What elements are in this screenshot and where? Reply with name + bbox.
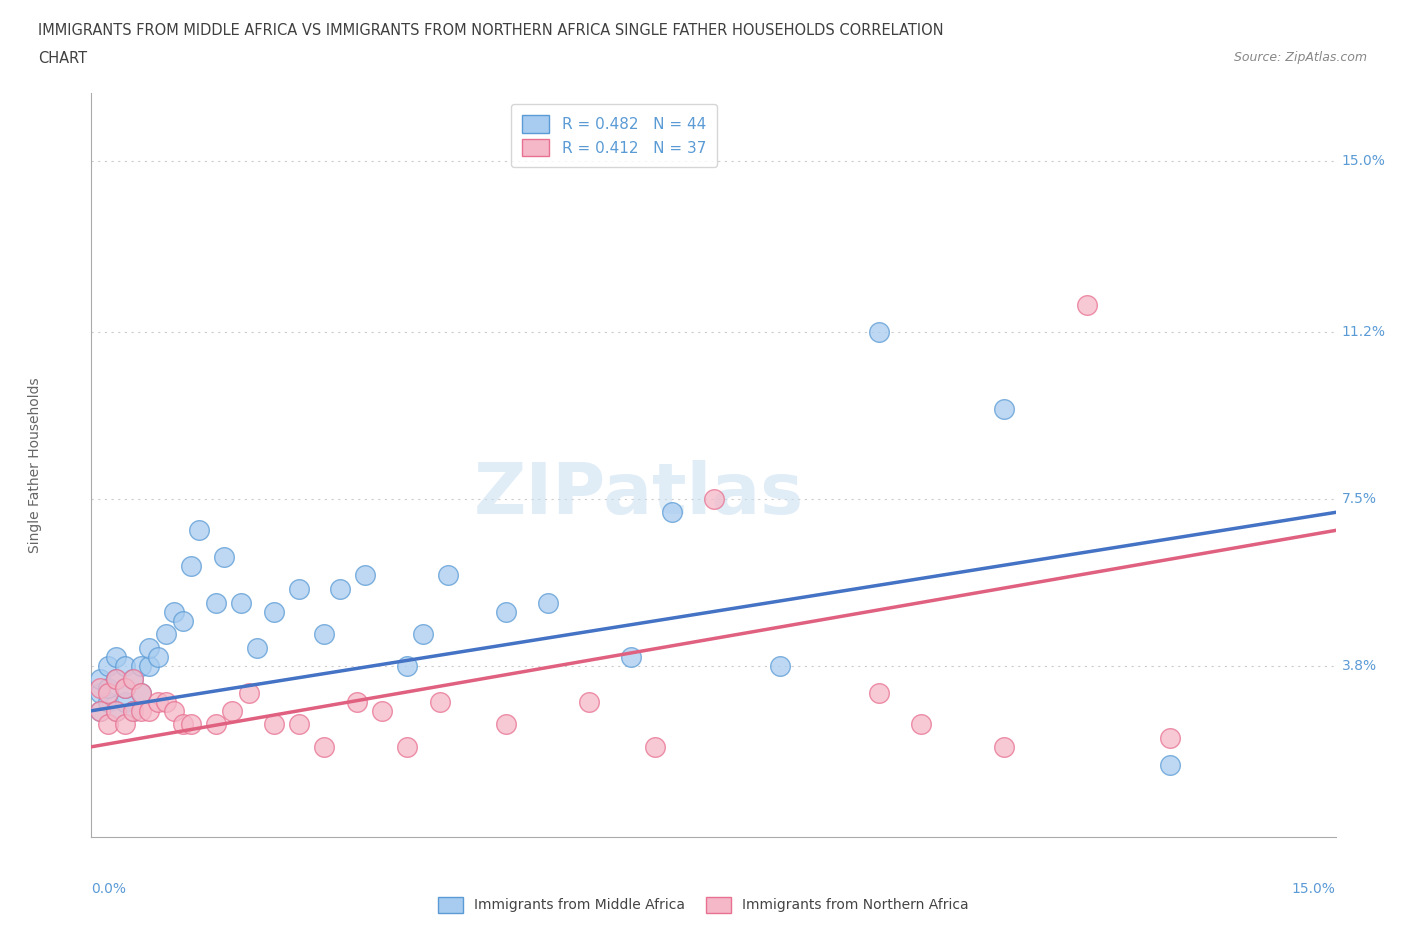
Point [180,717,202,732]
Point [910,717,932,732]
Point [578,695,600,710]
Point [221,703,243,718]
Point [287,717,309,732]
Point [138,658,160,673]
Point [354,568,377,583]
Point [114,658,136,673]
Text: ZIPatlas: ZIPatlas [474,460,804,529]
Point [105,671,128,686]
Point [129,685,152,700]
Point [212,550,235,565]
Point [105,649,128,664]
Point [89,685,111,700]
Point [97,695,120,710]
Text: 7.5%: 7.5% [1341,492,1376,506]
Point [495,717,517,732]
Point [138,703,160,718]
Text: IMMIGRANTS FROM MIDDLE AFRICA VS IMMIGRANTS FROM NORTHERN AFRICA SINGLE FATHER H: IMMIGRANTS FROM MIDDLE AFRICA VS IMMIGRA… [38,23,943,38]
Point [619,649,641,664]
Point [89,703,111,718]
Point [993,401,1015,416]
Point [437,568,460,583]
Point [172,613,194,628]
Point [138,640,160,655]
Point [97,717,120,732]
Point [993,739,1015,754]
Text: CHART: CHART [38,51,87,66]
Point [769,658,792,673]
Point [395,658,418,673]
Point [163,604,186,619]
Point [229,595,252,610]
Point [129,703,152,718]
Text: 15.0%: 15.0% [1292,882,1336,896]
Point [205,595,228,610]
Point [412,627,434,642]
Point [89,671,111,686]
Point [146,695,169,710]
Point [246,640,269,655]
Point [263,604,285,619]
Point [1076,298,1098,312]
Point [205,717,228,732]
Point [180,559,202,574]
Point [287,581,309,596]
Point [121,671,145,686]
Point [163,703,186,718]
Point [114,681,136,696]
Point [105,671,128,686]
Text: Source: ZipAtlas.com: Source: ZipAtlas.com [1233,51,1367,64]
Point [312,627,335,642]
Point [263,717,285,732]
Point [869,685,891,700]
Point [114,681,136,696]
Point [146,649,169,664]
Text: 3.8%: 3.8% [1341,658,1376,672]
Point [172,717,194,732]
Point [121,703,145,718]
Point [661,505,683,520]
Point [371,703,394,718]
Point [89,681,111,696]
Point [121,671,145,686]
Point [536,595,558,610]
Point [105,703,128,718]
Legend: Immigrants from Middle Africa, Immigrants from Northern Africa: Immigrants from Middle Africa, Immigrant… [432,891,974,919]
Point [429,695,451,710]
Point [97,658,120,673]
Point [702,491,725,506]
Point [89,703,111,718]
Text: 15.0%: 15.0% [1341,153,1386,167]
Point [312,739,335,754]
Point [346,695,368,710]
Point [105,703,128,718]
Point [155,627,177,642]
Point [97,685,120,700]
Point [644,739,666,754]
Point [1159,757,1181,772]
Text: 11.2%: 11.2% [1341,325,1386,339]
Point [97,681,120,696]
Point [129,658,152,673]
Point [495,604,517,619]
Point [869,325,891,339]
Point [129,685,152,700]
Point [155,695,177,710]
Point [238,685,260,700]
Point [114,717,136,732]
Point [188,523,211,538]
Text: Single Father Households: Single Father Households [28,378,42,552]
Point [329,581,352,596]
Legend: R = 0.482   N = 44, R = 0.412   N = 37: R = 0.482 N = 44, R = 0.412 N = 37 [512,104,717,167]
Text: 0.0%: 0.0% [91,882,127,896]
Point [1159,730,1181,745]
Point [114,695,136,710]
Point [121,703,145,718]
Point [395,739,418,754]
